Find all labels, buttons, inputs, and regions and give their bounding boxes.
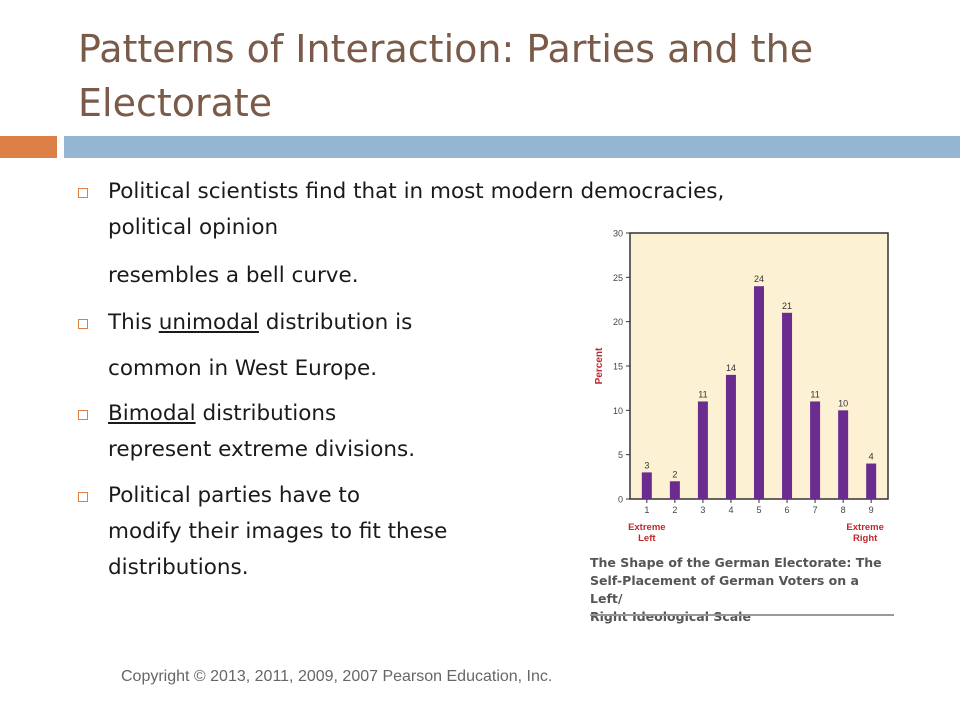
x-tick-label: 1 (644, 505, 649, 515)
bar-value-label: 10 (838, 398, 848, 408)
bar (725, 374, 736, 499)
slide-title-line1: Patterns of Interaction: Parties and the (78, 27, 814, 71)
x-tick-label: 6 (785, 505, 790, 515)
extreme-right-label-1: Extreme (846, 522, 884, 533)
y-tick-label: 0 (618, 495, 623, 505)
bullet-2-text-before: This (108, 310, 159, 335)
x-tick-label: 4 (728, 505, 733, 515)
bullet-4-line-3: distributions. (108, 555, 249, 580)
y-tick-label: 20 (613, 317, 623, 327)
bullet-3-line-1: Bimodal distributions (108, 400, 336, 428)
copyright-text: Copyright © 2013, 2011, 2009, 2007 Pears… (121, 668, 553, 685)
chart-caption: The Shape of the German Electorate: The … (590, 554, 894, 626)
bar (866, 463, 877, 499)
slide-title-line2: Electorate (78, 81, 273, 125)
bimodal-term: Bimodal (108, 401, 196, 426)
extreme-right-label-2: Right (853, 533, 878, 544)
bullet-4-line-2: modify their images to fit these (108, 519, 448, 544)
y-tick-label: 10 (613, 406, 623, 416)
bar (697, 401, 708, 499)
x-tick-label: 3 (700, 505, 705, 515)
bullet-marker-4 (78, 492, 88, 502)
bar (810, 401, 821, 499)
caption-rule (590, 614, 894, 616)
x-tick-label: 9 (869, 505, 874, 515)
bullet-marker-3 (78, 410, 88, 420)
slide-title: Patterns of Interaction: Parties and the… (78, 22, 938, 130)
bullet-2-line-1: This unimodal distribution is (108, 309, 412, 337)
bullet-marker-1 (78, 188, 88, 198)
unimodal-term: unimodal (158, 310, 259, 335)
extreme-left-label-1: Extreme (628, 522, 666, 533)
chart-caption-line-3: Right Ideological Scale (590, 609, 751, 624)
y-tick-label: 5 (618, 450, 623, 460)
y-tick-label: 25 (613, 273, 623, 283)
chart-caption-line-1: The Shape of the German Electorate: The (590, 555, 882, 570)
bar-value-label: 2 (672, 469, 677, 479)
y-tick-label: 15 (613, 362, 623, 372)
bar (754, 286, 764, 499)
bar (782, 312, 793, 499)
bar-value-label: 14 (726, 363, 736, 373)
bullet-3-line-2: represent extreme divisions. (108, 437, 416, 462)
bar (669, 481, 680, 499)
chart-svg: 0 5 10 15 20 25 30 Percent 3 1 2 2 11 3 14 4 24 5 21 6 11 7 10… (594, 229, 889, 544)
x-tick-label: 7 (813, 505, 818, 515)
bar-value-label: 4 (869, 452, 874, 462)
electorate-chart: 0 5 10 15 20 25 30 Percent 3 1 2 2 11 3 14 4 24 5 21 6 11 7 10… (590, 220, 900, 624)
x-tick-label: 2 (672, 505, 677, 515)
x-tick-label: 5 (756, 505, 761, 515)
bar (641, 472, 652, 499)
x-tick-label: 8 (841, 505, 846, 515)
bullet-1-line-1: Political scientists find that in most m… (108, 179, 725, 204)
bar-value-label: 21 (782, 301, 792, 311)
bar-value-label: 11 (810, 389, 819, 399)
bullet-1-line-3: resembles a bell curve. (108, 263, 359, 288)
bullet-marker-2 (78, 319, 88, 329)
extreme-left-label-2: Left (638, 533, 656, 544)
bullet-2-line-2: common in West Europe. (108, 356, 378, 381)
bar-value-label: 11 (698, 389, 707, 399)
chart-caption-line-2: Self-Placement of German Voters on a Lef… (590, 573, 859, 606)
y-tick-label: 30 (613, 229, 623, 239)
bullet-1-line-2: political opinion (108, 215, 279, 240)
bar-value-label: 3 (644, 460, 649, 470)
bar-value-label: 24 (754, 274, 764, 284)
accent-bar-orange (0, 136, 57, 158)
bullet-4-line-1: Political parties have to (108, 483, 361, 508)
bullet-3-text-after: distributions (195, 401, 337, 426)
bar (838, 410, 849, 499)
y-axis-label: Percent (594, 347, 605, 384)
accent-bar-blue (64, 136, 960, 158)
bullet-2-text-after: distribution is (258, 310, 413, 335)
